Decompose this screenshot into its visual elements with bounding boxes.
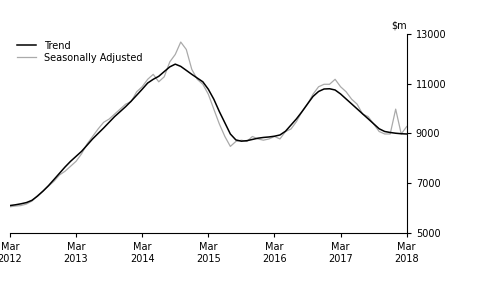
Legend: Trend, Seasonally Adjusted: Trend, Seasonally Adjusted: [15, 39, 144, 65]
Text: $m: $m: [391, 20, 407, 30]
